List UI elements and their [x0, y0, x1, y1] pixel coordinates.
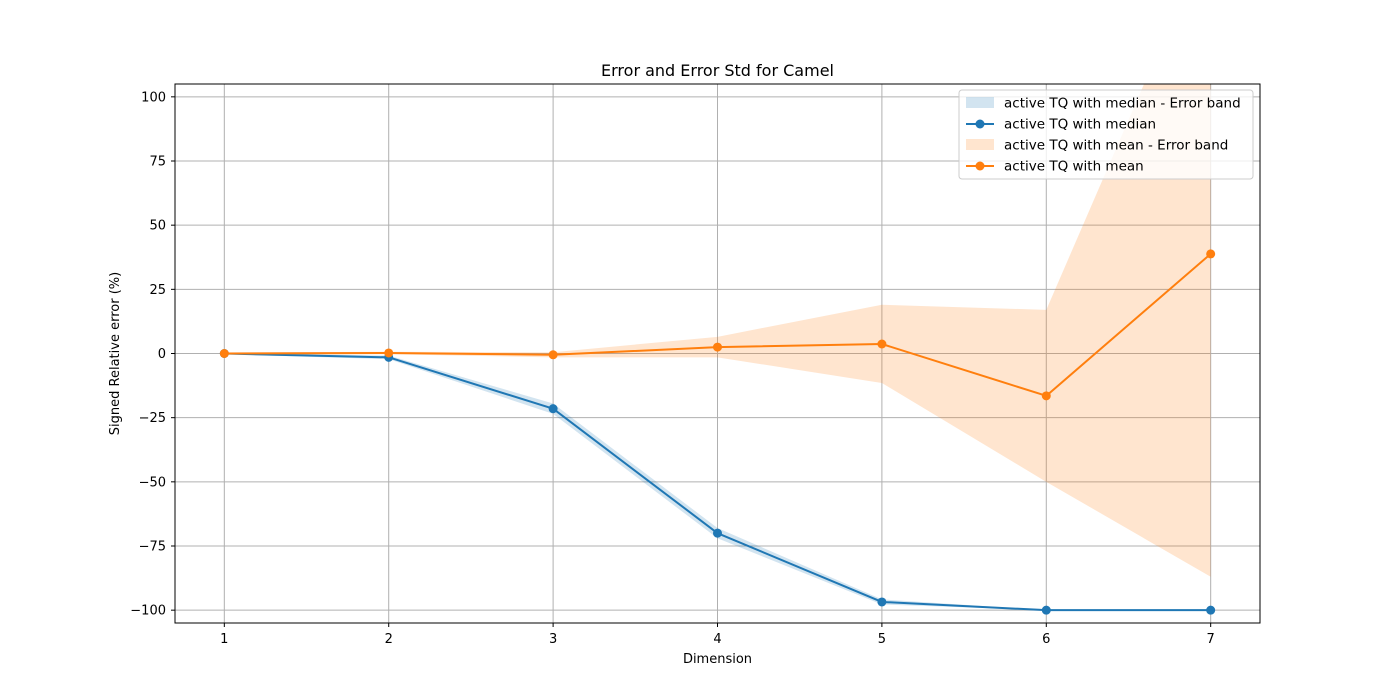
x-axis-label: Dimension	[683, 652, 752, 667]
y-tick-label: 100	[141, 90, 166, 105]
data-point-median	[1041, 605, 1051, 615]
legend-swatch-median-band	[966, 97, 994, 108]
y-tick-label: 75	[149, 155, 166, 170]
data-point-mean	[384, 348, 394, 358]
data-point-median	[877, 597, 887, 607]
data-point-mean	[219, 349, 229, 358]
x-tick-label: 3	[549, 632, 557, 647]
data-point-mean	[877, 339, 887, 349]
y-axis-label: Signed Relative error (%)	[108, 272, 123, 435]
legend-swatch-mean-band	[966, 139, 994, 150]
y-tick-label: −25	[139, 411, 166, 426]
y-tick-label: −50	[139, 475, 166, 490]
data-point-median	[713, 528, 722, 538]
legend-frame	[958, 89, 1254, 180]
series-lines	[219, 249, 1216, 615]
x-tick-label: 4	[713, 632, 721, 647]
legend-label-mean-band: active TQ with mean - Error band	[1004, 138, 1228, 154]
axis-ticks: 1 2 3 4 5 6 7 −100 −75 −50 −25 0 25 50 75 100	[130, 90, 1215, 647]
x-tick-label: 7	[1207, 632, 1215, 647]
data-point-mean	[713, 342, 722, 352]
data-point-mean	[1041, 391, 1051, 401]
data-point-median	[1206, 605, 1216, 615]
y-tick-label: −75	[139, 540, 166, 555]
error-bands	[224, 84, 1211, 611]
y-tick-label: −100	[130, 604, 166, 619]
x-tick-label: 5	[878, 632, 886, 647]
error-band-mean	[224, 84, 1211, 577]
legend-marker-mean	[975, 161, 985, 171]
x-tick-label: 1	[220, 632, 228, 647]
data-point-mean	[1206, 249, 1216, 259]
data-point-mean	[548, 350, 558, 360]
legend-label-median: active TQ with median	[1004, 117, 1156, 133]
legend-label-median-band: active TQ with median - Error band	[1004, 96, 1241, 112]
x-tick-label: 2	[385, 632, 393, 647]
y-tick-label: 50	[149, 219, 166, 234]
legend-label-mean: active TQ with mean	[1004, 159, 1144, 175]
y-tick-label: 25	[149, 283, 166, 298]
y-tick-label: 0	[158, 347, 166, 362]
x-tick-label: 6	[1042, 632, 1050, 647]
chart-title: Error and Error Std for Camel	[601, 61, 834, 80]
data-point-median	[548, 404, 558, 414]
legend-marker-median	[975, 119, 985, 129]
legend: active TQ with median - Error band activ…	[958, 89, 1254, 180]
